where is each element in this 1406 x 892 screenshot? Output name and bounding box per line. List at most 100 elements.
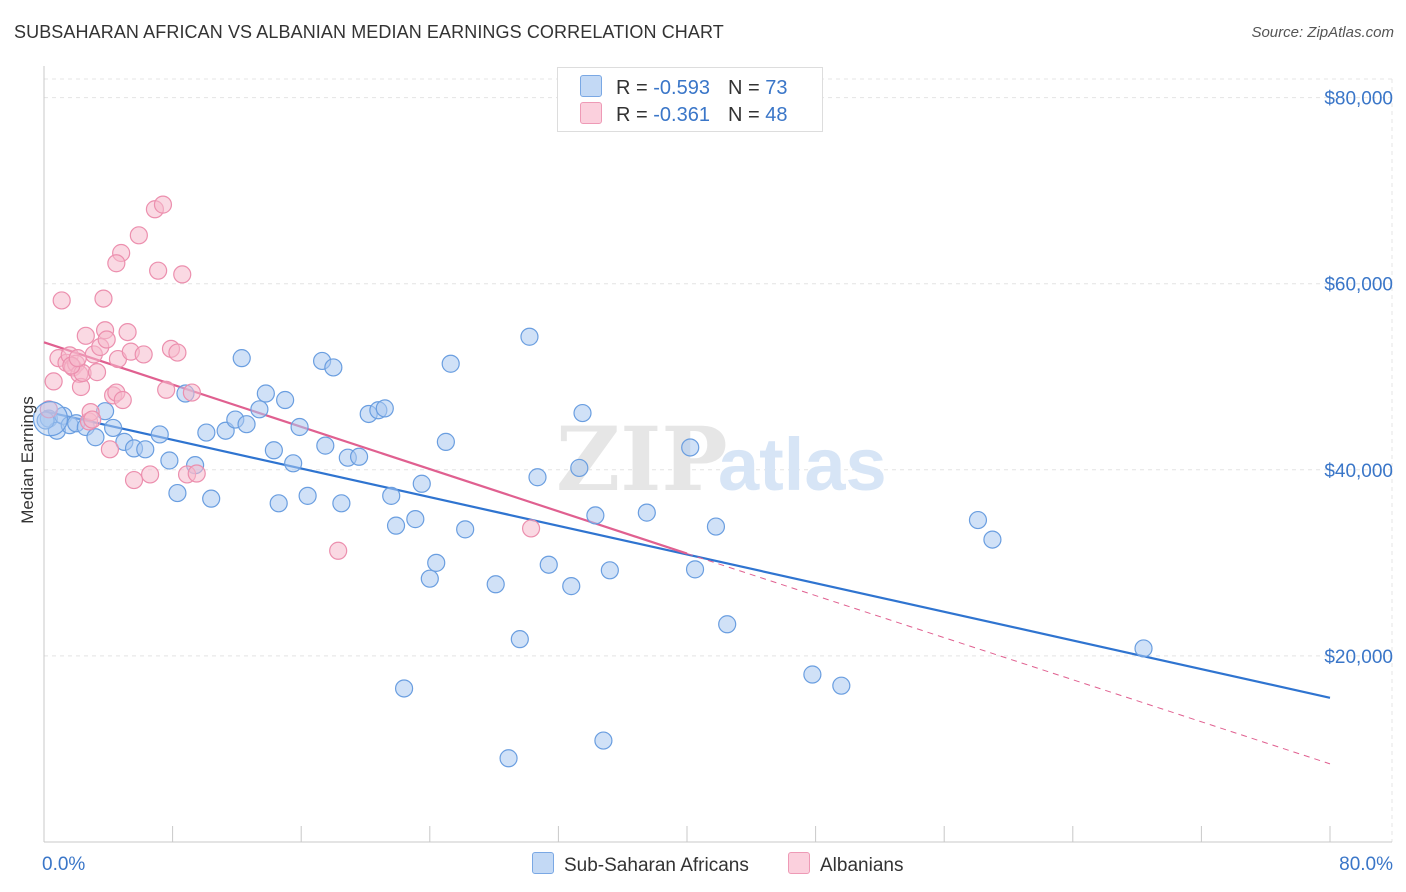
subsaharan-point bbox=[1134, 639, 1153, 658]
subsaharan-point bbox=[237, 415, 256, 434]
subsaharan-point bbox=[685, 560, 705, 579]
albanian-point bbox=[140, 465, 160, 484]
albanian-point bbox=[44, 372, 63, 391]
series-legend-label: Sub-Saharan Africans bbox=[564, 855, 749, 876]
subsaharan-point bbox=[269, 494, 288, 513]
subsaharan-point bbox=[681, 438, 700, 457]
subsaharan-point bbox=[382, 486, 401, 505]
x-tick-label: 0.0% bbox=[42, 854, 85, 875]
subsaharan-point bbox=[803, 665, 822, 684]
subsaharan-point bbox=[573, 403, 592, 423]
subsaharan-point bbox=[441, 354, 460, 373]
subsaharan-point bbox=[232, 349, 251, 368]
albanian-point bbox=[118, 322, 137, 342]
subsaharan-point bbox=[324, 358, 343, 377]
axes bbox=[43, 66, 1392, 843]
albanian-point bbox=[182, 383, 201, 402]
albanian-point bbox=[173, 265, 192, 284]
subsaharan-point bbox=[375, 399, 394, 418]
legend-row-subsaharan: R = -0.593 N = 73 bbox=[580, 75, 787, 99]
albanian-point bbox=[329, 541, 348, 560]
subsaharan-point bbox=[436, 432, 455, 451]
data-points bbox=[32, 195, 1153, 768]
subsaharan-point bbox=[832, 676, 851, 695]
x-tick-label: 80.0% bbox=[1339, 854, 1393, 875]
series-swatch-blue bbox=[532, 852, 554, 874]
legend-r-value: -0.361 bbox=[653, 104, 710, 126]
legend-r-label: R = bbox=[616, 104, 654, 126]
subsaharan-point bbox=[718, 615, 737, 634]
subsaharan-point bbox=[160, 451, 179, 470]
albanian-point bbox=[168, 343, 187, 362]
subsaharan-point bbox=[276, 390, 295, 410]
subsaharan-point bbox=[150, 425, 169, 444]
legend-n-value: 73 bbox=[765, 77, 788, 99]
subsaharan-point bbox=[486, 575, 505, 594]
albanian-trend-extension bbox=[686, 553, 1331, 765]
subsaharan-point bbox=[394, 679, 414, 698]
albanian-point bbox=[52, 291, 71, 310]
watermark-zip: ZIP bbox=[556, 407, 728, 511]
subsaharan-point bbox=[284, 454, 303, 473]
legend-r-value: -0.593 bbox=[653, 77, 710, 99]
subsaharan-point bbox=[510, 630, 529, 649]
series-swatch-pink bbox=[788, 852, 810, 874]
legend-n-label: N = bbox=[727, 77, 766, 99]
subsaharan-cluster-point bbox=[32, 401, 69, 437]
series-legend-label: Albanians bbox=[820, 855, 904, 876]
legend-swatch-blue bbox=[580, 75, 602, 97]
albanian-point bbox=[76, 326, 95, 345]
albanian-point bbox=[521, 519, 541, 538]
subsaharan-point bbox=[250, 400, 269, 419]
subsaharan-point bbox=[520, 327, 539, 346]
legend-n-value: 48 bbox=[765, 104, 788, 126]
albanian-point bbox=[157, 380, 176, 399]
y-tick-label: $20,000 bbox=[1324, 647, 1393, 668]
subsaharan-point bbox=[562, 577, 581, 596]
albanian-point bbox=[149, 261, 168, 280]
subsaharan-point bbox=[456, 520, 475, 539]
y-tick-label: $80,000 bbox=[1324, 89, 1393, 110]
subsaharan-point bbox=[968, 510, 988, 530]
chart-title: SUBSAHARAN AFRICAN VS ALBANIAN MEDIAN EA… bbox=[14, 22, 724, 42]
albanian-point bbox=[107, 254, 126, 273]
series-legend-albanian: Albanians bbox=[788, 852, 903, 877]
subsaharan-point bbox=[412, 474, 431, 493]
albanian-point bbox=[68, 349, 87, 368]
albanian-point bbox=[129, 226, 148, 245]
tick-labels: $20,000 $40,000 $60,000 $80,000 0.0% 80.0% bbox=[42, 89, 1393, 875]
series-legend: Sub-Saharan Africans Albanians bbox=[0, 852, 1406, 878]
legend-n-label: N = bbox=[727, 104, 766, 126]
albanian-point bbox=[39, 400, 58, 419]
subsaharan-point bbox=[290, 417, 309, 437]
albanian-point bbox=[94, 289, 113, 308]
albanian-point bbox=[97, 330, 116, 349]
legend-row-albanian: R = -0.361 N = 48 bbox=[580, 102, 787, 126]
subsaharan-point bbox=[386, 516, 406, 535]
subsaharan-point bbox=[528, 468, 547, 487]
albanian-point bbox=[187, 464, 206, 483]
albanian-point bbox=[124, 470, 144, 490]
subsaharan-point bbox=[316, 436, 335, 455]
subsaharan-point bbox=[349, 447, 369, 466]
subsaharan-point bbox=[539, 555, 558, 574]
subsaharan-point bbox=[499, 749, 518, 768]
subsaharan-point bbox=[264, 441, 283, 460]
subsaharan-point bbox=[600, 561, 619, 580]
subsaharan-point bbox=[420, 569, 439, 588]
subsaharan-point bbox=[594, 731, 613, 750]
correlation-legend: R = -0.593 N = 73 R = -0.361 N = 48 bbox=[557, 67, 823, 132]
albanian-point bbox=[153, 195, 173, 214]
source-label: Source: ZipAtlas.com bbox=[1251, 24, 1394, 41]
y-axis-label: Median Earnings bbox=[18, 396, 37, 524]
albanian-point bbox=[113, 390, 132, 410]
subsaharan-point bbox=[983, 530, 1002, 549]
subsaharan-point bbox=[202, 489, 221, 508]
subsaharan-point bbox=[570, 458, 589, 478]
series-legend-subsaharan: Sub-Saharan Africans bbox=[532, 852, 749, 877]
albanian-point bbox=[87, 363, 107, 382]
subsaharan-point bbox=[168, 483, 187, 503]
watermark-atlas: atlas bbox=[718, 423, 887, 506]
subsaharan-point bbox=[427, 553, 446, 572]
